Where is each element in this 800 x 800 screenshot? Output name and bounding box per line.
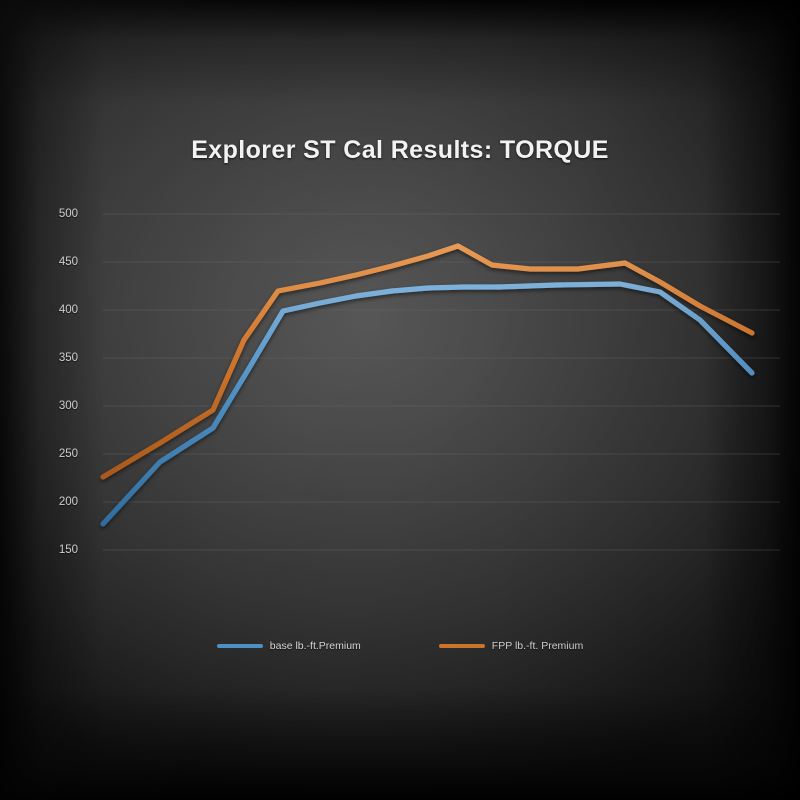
y-tick-1: 450: [58, 256, 78, 268]
legend-label-fpp: FPP lb.-ft. Premium: [491, 640, 584, 652]
series-line-base: [100, 281, 755, 527]
legend-item-base: base lb.-ft.Premium: [216, 640, 361, 652]
y-tick-0: 500: [58, 208, 78, 220]
legend-label-base: base lb.-ft.Premium: [269, 640, 361, 652]
gridlines: [103, 213, 780, 551]
y-tick-5: 250: [58, 448, 78, 460]
y-tick-7: 150: [58, 544, 78, 556]
y-axis-tick-labels: 500 450 400 350 300 250 200 150: [28, 0, 78, 800]
y-tick-4: 300: [58, 400, 78, 412]
y-tick-6: 200: [58, 496, 78, 508]
y-tick-3: 350: [58, 352, 78, 364]
page-title: Explorer ST Cal Results: TORQUE: [191, 136, 609, 164]
y-tick-2: 400: [58, 304, 78, 316]
legend-swatch-base-icon: [216, 644, 263, 648]
series-line-fpp: [100, 243, 755, 480]
legend-swatch-fpp-icon: [438, 644, 485, 648]
chart-legend: base lb.-ft.Premium FPP lb.-ft. Premium: [0, 640, 800, 652]
legend-item-fpp: FPP lb.-ft. Premium: [438, 640, 584, 652]
